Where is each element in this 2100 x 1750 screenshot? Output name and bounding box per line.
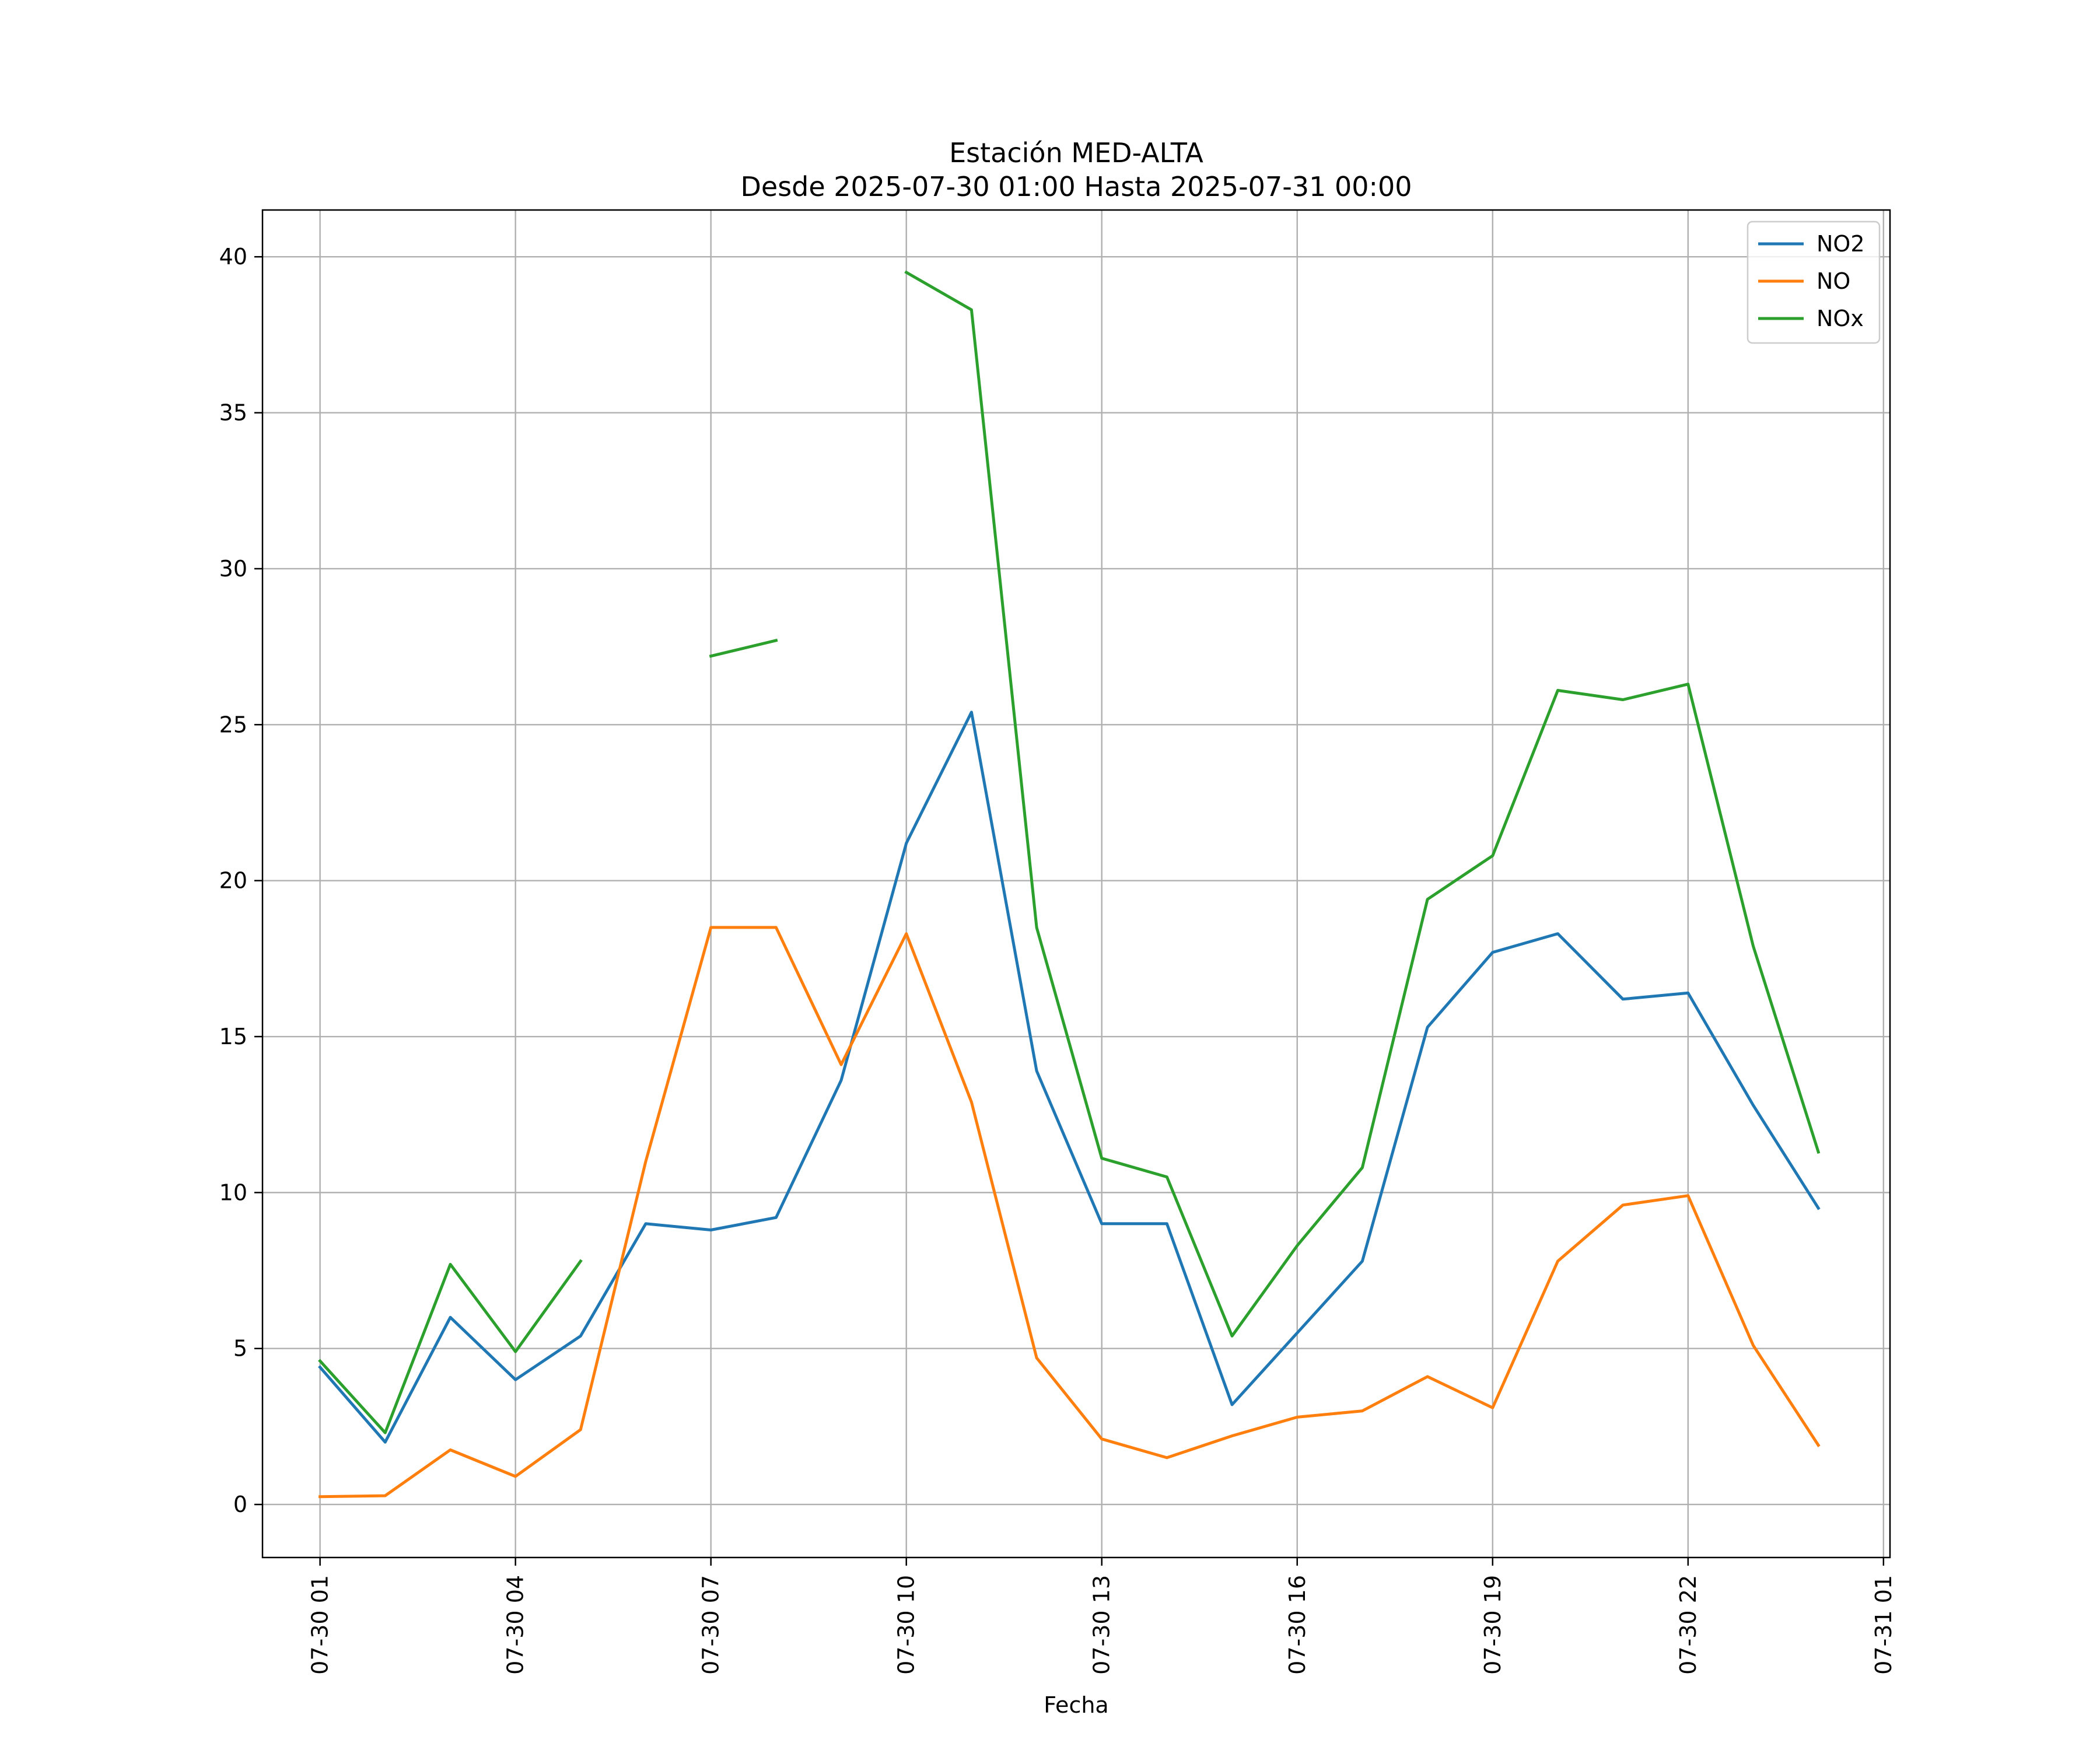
x-tick-label: 07-30 04 xyxy=(503,1575,528,1675)
y-tick-label: 0 xyxy=(233,1492,247,1517)
x-tick-label: 07-31 01 xyxy=(1871,1575,1896,1675)
series-line-nox xyxy=(318,1259,583,1434)
y-tick-label: 35 xyxy=(219,400,247,426)
x-tick-label: 07-30 07 xyxy=(698,1575,724,1675)
y-tick-label: 40 xyxy=(219,244,247,270)
x-axis-label: Fecha xyxy=(1044,1692,1108,1718)
series-line-no xyxy=(318,926,1821,1499)
y-axis: 0 5 10 15 20 25 30 35 40 xyxy=(219,244,262,1517)
y-tick-label: 15 xyxy=(219,1024,247,1049)
plot-frame xyxy=(261,209,1891,1559)
legend-label: NO2 xyxy=(1817,231,1865,257)
x-tick-label: 07-30 01 xyxy=(307,1575,333,1675)
grid xyxy=(262,210,1890,1558)
y-tick-label: 30 xyxy=(219,556,247,582)
y-tick-label: 10 xyxy=(219,1180,247,1205)
chart-title: Estación MED-ALTA xyxy=(949,137,1203,169)
series-line-nox xyxy=(709,638,778,658)
x-tick-label: 07-30 19 xyxy=(1480,1575,1506,1675)
x-tick-label: 07-30 16 xyxy=(1284,1575,1310,1675)
legend: NO2 NO NOx xyxy=(1746,220,1881,344)
x-tick-label: 07-30 13 xyxy=(1089,1575,1115,1675)
y-tick-label: 5 xyxy=(233,1336,247,1362)
chart-subtitle: Desde 2025-07-30 01:00 Hasta 2025-07-31 … xyxy=(740,171,1412,202)
x-axis: 07-30 01 07-30 04 07-30 07 07-30 10 07-30 13… xyxy=(307,1558,1896,1675)
series-lines xyxy=(318,270,1821,1499)
y-tick-label: 25 xyxy=(219,712,247,737)
series-line-no2 xyxy=(318,710,1821,1444)
legend-box xyxy=(1746,220,1881,344)
legend-label: NOx xyxy=(1817,306,1864,331)
series-line-nox xyxy=(904,270,1821,1338)
y-tick-label: 20 xyxy=(219,868,247,894)
x-tick-label: 07-30 22 xyxy=(1675,1575,1701,1675)
x-tick-label: 07-30 10 xyxy=(894,1575,919,1675)
legend-label: NO xyxy=(1817,268,1850,294)
